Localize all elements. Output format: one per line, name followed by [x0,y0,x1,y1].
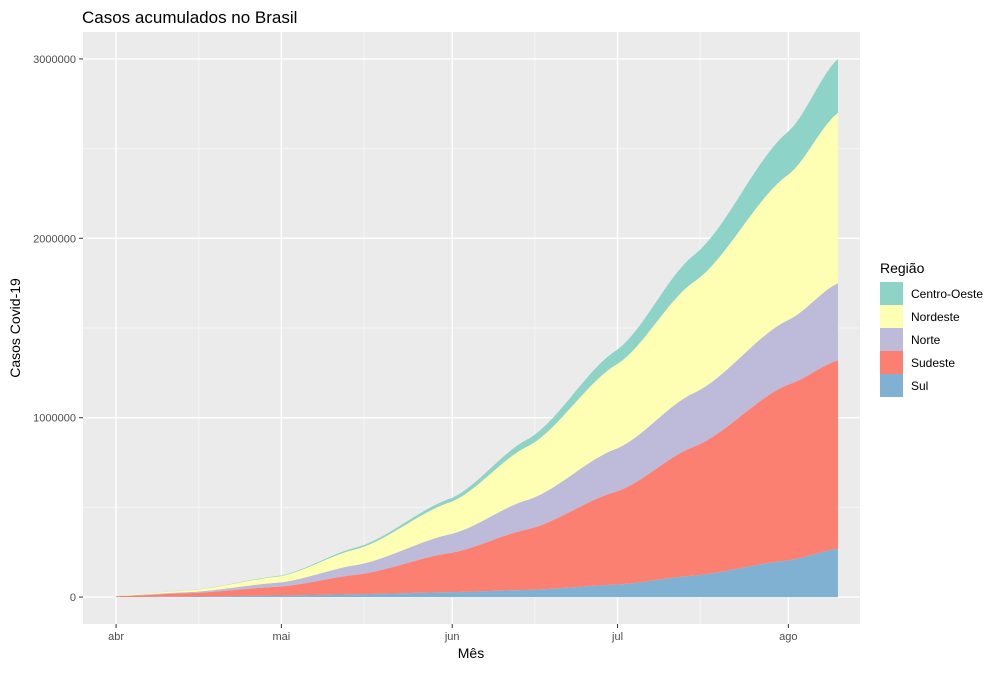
x-tick-label: abr [108,631,124,643]
legend-label: Sudeste [911,356,955,370]
x-axis: abr mai jun jul ago [108,624,798,643]
legend-swatch [880,282,903,305]
x-tick-label: mai [273,631,291,643]
x-axis-title: Mês [458,645,484,661]
y-tick-label: 2000000 [33,233,76,245]
y-tick-label: 1000000 [33,413,76,425]
area-sudeste [116,360,838,598]
legend-title: Região [880,260,925,276]
legend-swatch [880,351,903,374]
x-tick-label: ago [779,631,797,643]
x-tick-label: jun [444,631,460,643]
area-norte [116,283,838,597]
legend-label: Nordeste [911,310,960,324]
legend-label: Norte [911,333,941,347]
area-sul [116,548,838,598]
area-nordeste [116,112,838,597]
legend-swatch [880,374,903,397]
legend-swatch [880,305,903,328]
chart-title: Casos acumulados no Brasil [82,8,297,27]
legend-swatch [880,328,903,351]
area-layers [116,58,838,598]
x-tick-label: jul [611,631,623,643]
legend-label: Sul [911,379,928,393]
y-tick-label: 3000000 [33,54,76,66]
y-axis: 0 1000000 2000000 3000000 [33,54,83,604]
y-tick-label: 0 [70,592,76,604]
legend: Região Centro-Oeste Nordeste Norte Sudeste S… [880,260,983,397]
y-axis-title: Casos Covid-19 [7,278,23,378]
legend-label: Centro-Oeste [911,287,983,301]
